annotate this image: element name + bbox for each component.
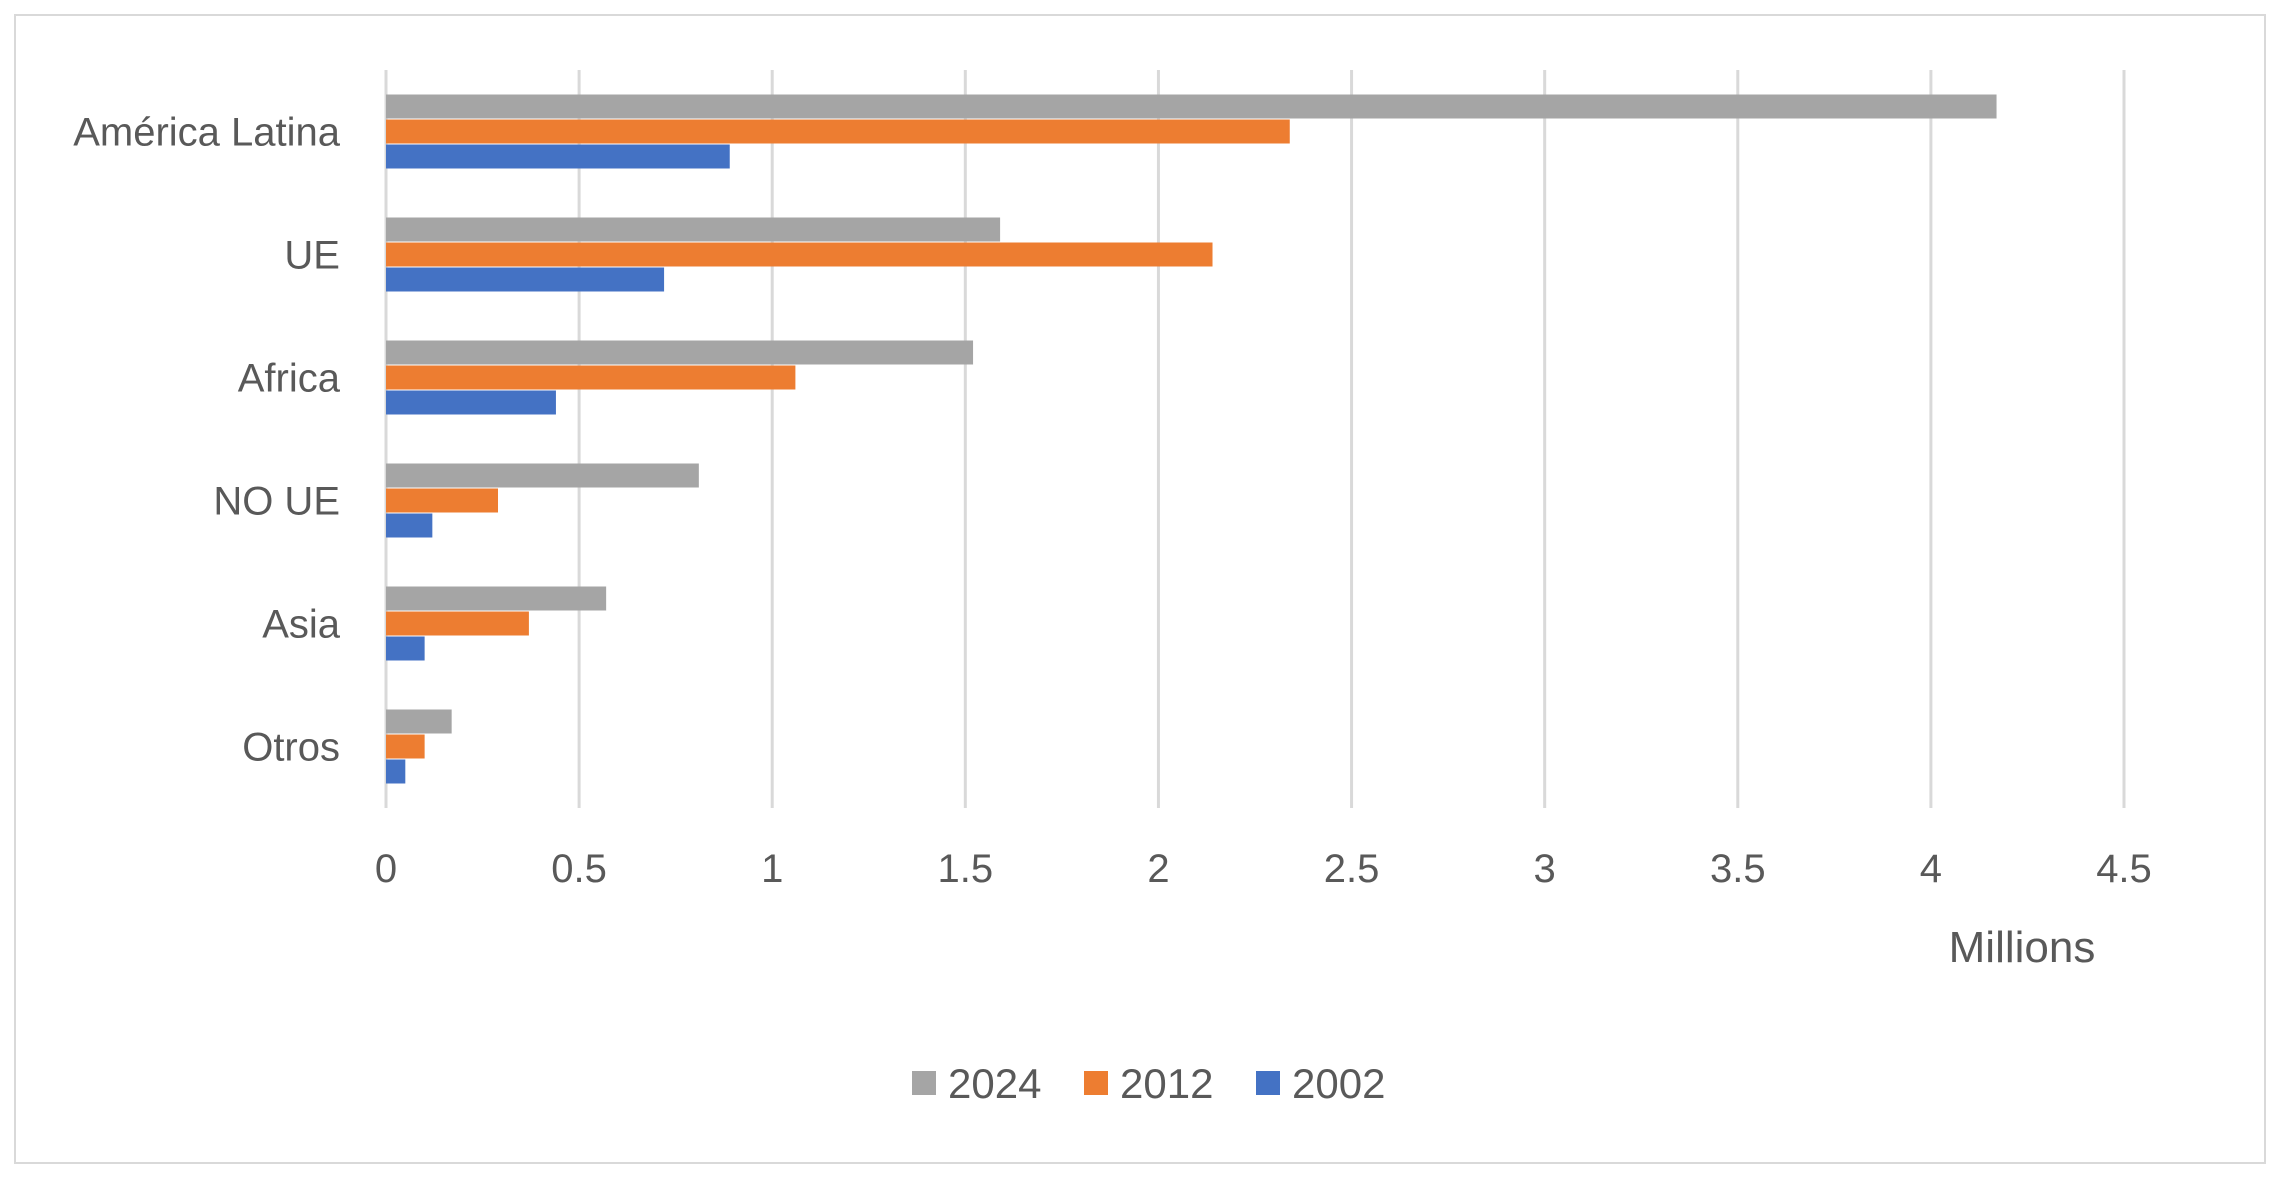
legend-swatch-2002 bbox=[1256, 1071, 1280, 1095]
bar-2002-5 bbox=[386, 759, 406, 784]
bar-2024-3 bbox=[386, 463, 699, 488]
bar-2024-5 bbox=[386, 709, 452, 734]
x-tick-label: 3 bbox=[1534, 847, 1556, 891]
bar-2012-4 bbox=[386, 611, 529, 636]
x-tick-label: 0.5 bbox=[551, 847, 607, 891]
x-tick-label: 2.5 bbox=[1324, 847, 1380, 891]
x-tick-label: 1 bbox=[761, 847, 783, 891]
bar-2002-4 bbox=[386, 636, 425, 661]
bars bbox=[386, 94, 1997, 784]
bar-2012-2 bbox=[386, 365, 796, 390]
bar-2012-5 bbox=[386, 734, 425, 759]
x-tick-label: 4.5 bbox=[2096, 847, 2152, 891]
x-tick-label: 3.5 bbox=[1710, 847, 1766, 891]
x-tick-label: 0 bbox=[375, 847, 397, 891]
category-label: NO UE bbox=[213, 480, 340, 524]
legend-swatch-2024 bbox=[912, 1071, 936, 1095]
category-label: América Latina bbox=[73, 111, 341, 155]
category-labels: América Latina UE Africa NO UE Asia Otros bbox=[73, 111, 341, 770]
bar-2012-1 bbox=[386, 242, 1213, 267]
gridlines bbox=[384, 70, 2126, 808]
legend-label-2012: 2012 bbox=[1120, 1060, 1213, 1107]
x-tick-label: 1.5 bbox=[938, 847, 994, 891]
category-label: Africa bbox=[238, 357, 341, 401]
category-label: Asia bbox=[262, 603, 341, 647]
category-label: UE bbox=[284, 234, 340, 278]
category-label: Otros bbox=[242, 726, 340, 770]
legend: 2024 2012 2002 bbox=[912, 1060, 1385, 1107]
legend-label-2024: 2024 bbox=[948, 1060, 1041, 1107]
bar-2002-1 bbox=[386, 267, 665, 292]
bar-2002-0 bbox=[386, 144, 730, 169]
legend-label-2002: 2002 bbox=[1292, 1060, 1385, 1107]
x-axis-ticks: 0 0.5 1 1.5 2 2.5 3 3.5 4 4.5 bbox=[375, 847, 2152, 891]
legend-swatch-2012 bbox=[1084, 1071, 1108, 1095]
axis-unit-label: Millions bbox=[1949, 923, 2096, 972]
bar-2012-0 bbox=[386, 119, 1290, 144]
bar-2024-0 bbox=[386, 94, 1997, 119]
bar-2024-2 bbox=[386, 340, 974, 365]
bar-2002-3 bbox=[386, 513, 433, 538]
bar-2024-1 bbox=[386, 217, 1001, 242]
x-tick-label: 2 bbox=[1147, 847, 1169, 891]
bar-2024-4 bbox=[386, 586, 607, 611]
bar-2002-2 bbox=[386, 390, 556, 415]
bar-2012-3 bbox=[386, 488, 499, 513]
x-tick-label: 4 bbox=[1920, 847, 1942, 891]
